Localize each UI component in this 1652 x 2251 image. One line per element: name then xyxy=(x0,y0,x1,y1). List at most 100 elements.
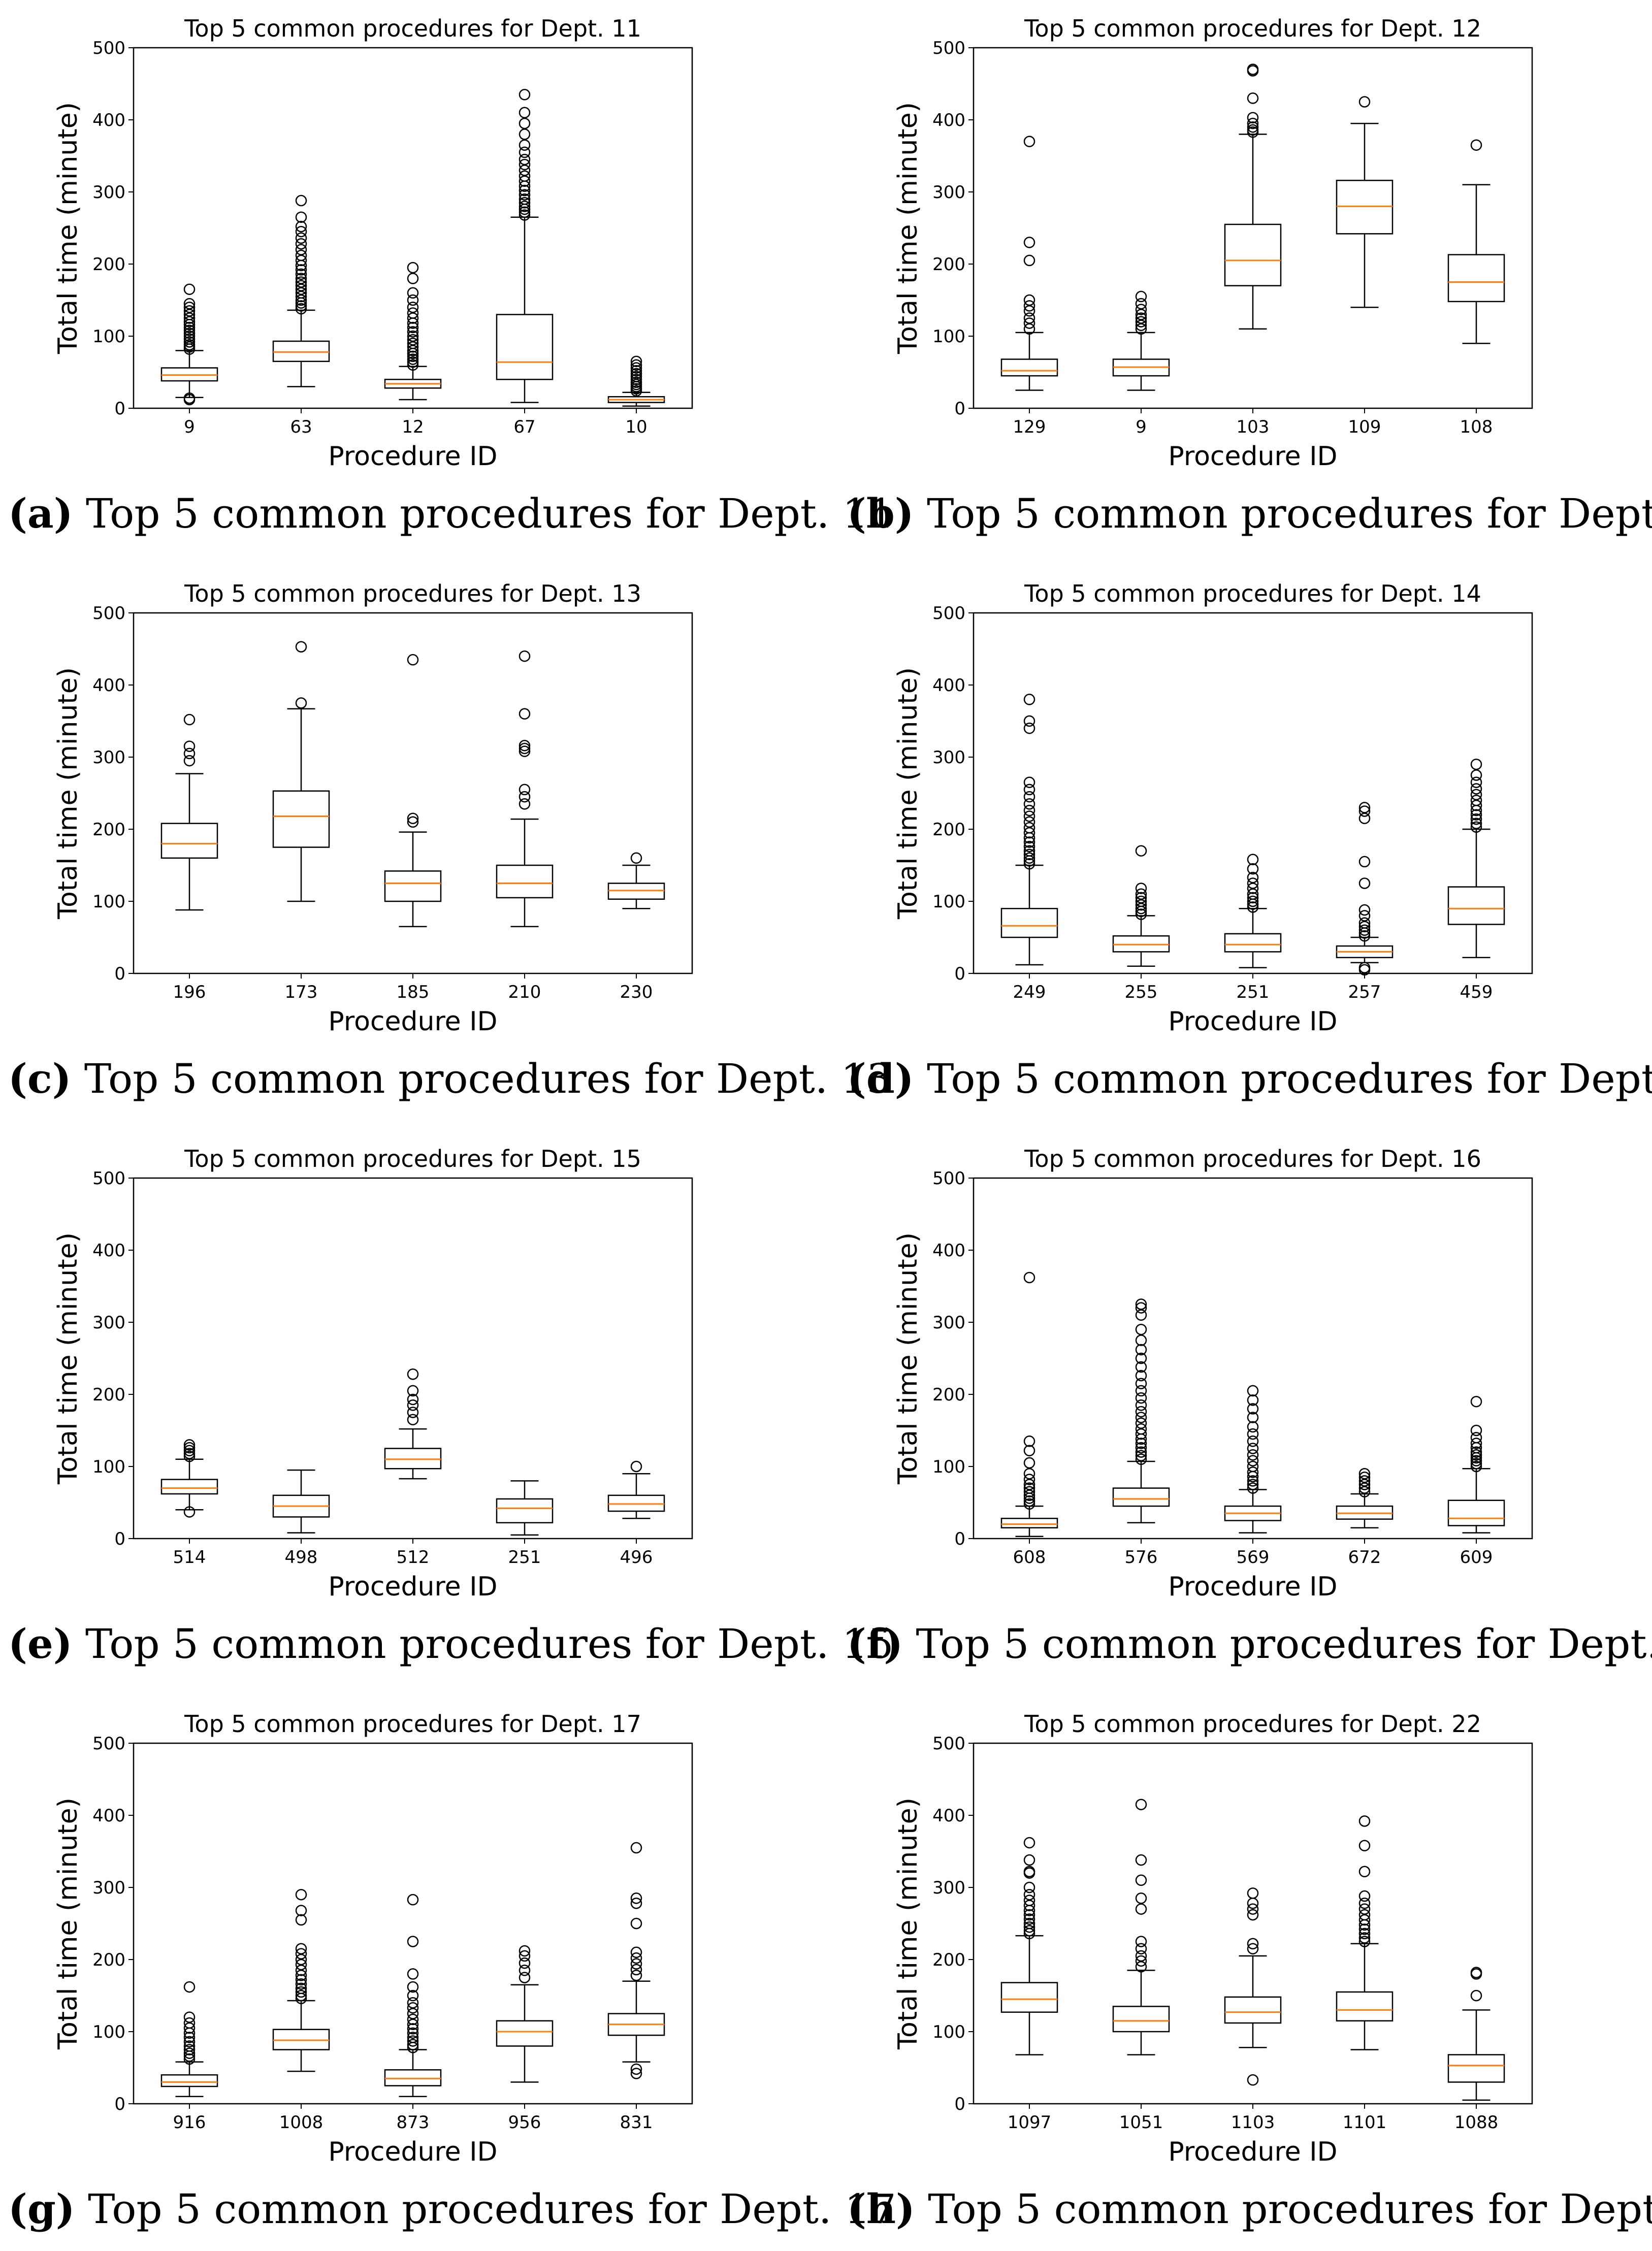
outlier-point xyxy=(1023,1895,1035,1906)
outlier-point xyxy=(295,249,307,262)
outlier-point xyxy=(1247,1436,1259,1447)
plot-frame xyxy=(973,1177,1533,1540)
outlier-point xyxy=(1135,908,1147,920)
outlier-point xyxy=(1135,309,1147,320)
outlier-point xyxy=(1470,769,1482,781)
outlier-point xyxy=(1470,1989,1482,2002)
x-tick-label: 609 xyxy=(1460,1547,1493,1568)
outlier-point xyxy=(519,153,531,166)
box-916 xyxy=(160,1981,218,2098)
outlier-point xyxy=(1023,323,1035,335)
x-tick-label: 249 xyxy=(1013,982,1046,1002)
outlier-point xyxy=(295,697,307,709)
outlier-point xyxy=(1358,1932,1371,1944)
outlier-point xyxy=(519,1972,531,1983)
outlier-point xyxy=(1023,317,1035,329)
outlier-point xyxy=(1135,1438,1147,1449)
y-tick-label: 200 xyxy=(932,254,965,275)
iqr-box xyxy=(1000,907,1058,938)
caption-text: Top 5 common procedures for Dept. 17 xyxy=(75,2185,896,2233)
outlier-point xyxy=(407,1399,419,1411)
outlier-point xyxy=(519,798,531,810)
outlier-point xyxy=(407,330,419,342)
chart-title: Top 5 common procedures for Dept. 17 xyxy=(184,1710,641,1738)
y-tick-label: 100 xyxy=(932,1457,965,1477)
outlier-point xyxy=(1470,776,1482,788)
outlier-point xyxy=(407,326,419,338)
plot-frame xyxy=(973,1742,1533,2105)
outlier-point xyxy=(295,1905,307,1916)
outlier-point xyxy=(1135,1417,1147,1429)
outlier-point xyxy=(1358,1482,1371,1494)
outlier-point xyxy=(1470,758,1482,770)
outlier-point xyxy=(1135,1412,1147,1423)
outlier-point xyxy=(407,812,419,824)
outlier-point xyxy=(1247,1482,1259,1494)
outlier-point xyxy=(630,1893,642,1904)
outlier-point xyxy=(1023,1486,1035,1497)
outlier-point xyxy=(407,262,419,274)
outlier-point xyxy=(407,1968,419,1980)
chart-title: Top 5 common procedures for Dept. 22 xyxy=(1024,1710,1481,1738)
y-tick-label: 0 xyxy=(114,399,125,419)
x-tick-label: 569 xyxy=(1237,1547,1270,1568)
outlier-point xyxy=(1135,1323,1147,1335)
outlier-point xyxy=(295,1943,307,1954)
y-tick-label: 200 xyxy=(92,820,125,840)
outlier-point xyxy=(1247,1887,1259,1899)
box-1101 xyxy=(1336,1815,1394,2050)
outlier-point xyxy=(1023,822,1035,834)
outlier-point xyxy=(1023,136,1035,147)
outlier-point xyxy=(1247,1449,1259,1461)
outlier-point xyxy=(1247,1428,1259,1440)
y-tick-label: 200 xyxy=(932,1385,965,1405)
y-tick-label: 500 xyxy=(92,38,125,58)
y-axis-label: Total time (minute) xyxy=(893,102,923,354)
box-257 xyxy=(1336,802,1394,976)
outlier-point xyxy=(1470,1967,1482,1978)
box-514 xyxy=(160,1439,218,1518)
outlier-point xyxy=(1358,924,1371,936)
x-axis-label: Procedure ID xyxy=(328,1006,497,1037)
iqr-box xyxy=(1000,1982,1058,2013)
y-tick-label: 200 xyxy=(92,1950,125,1970)
outlier-point xyxy=(1135,1361,1147,1373)
outlier-point xyxy=(295,225,307,238)
outlier-point xyxy=(1358,1909,1371,1921)
figure-caption: (h) Top 5 common procedures for Dept. 22 xyxy=(847,2185,1652,2233)
outlier-point xyxy=(183,321,196,334)
box-10 xyxy=(607,355,665,407)
outlier-point xyxy=(1023,1489,1035,1502)
y-tick-label: 200 xyxy=(932,820,965,840)
outlier-point xyxy=(1470,1458,1482,1470)
outlier-point xyxy=(1247,1460,1259,1473)
outlier-point xyxy=(1023,1495,1035,1507)
outlier-point xyxy=(1023,722,1035,734)
caption-text: Top 5 common procedures for Dept. 14 xyxy=(914,1055,1652,1102)
outlier-point xyxy=(1135,1302,1147,1314)
outlier-point xyxy=(519,201,531,212)
outlier-point xyxy=(1135,316,1147,328)
outlier-point xyxy=(407,1368,419,1380)
iqr-box xyxy=(1000,358,1058,377)
outlier-point xyxy=(630,359,642,371)
outlier-point xyxy=(1023,791,1035,803)
outlier-point xyxy=(1470,813,1482,825)
outlier-point xyxy=(407,2008,419,2019)
outlier-point xyxy=(1023,1854,1035,1866)
outlier-point xyxy=(183,298,196,310)
box-576 xyxy=(1112,1298,1170,1524)
outlier-point xyxy=(1135,1446,1147,1458)
outlier-point xyxy=(1470,1460,1482,1473)
y-tick-label: 200 xyxy=(92,254,125,275)
outlier-point xyxy=(183,339,196,351)
outlier-point xyxy=(407,1989,419,2002)
box-498 xyxy=(272,1469,330,1534)
outlier-point xyxy=(1470,821,1482,833)
outlier-point xyxy=(1247,1385,1259,1397)
y-tick-label: 400 xyxy=(932,1806,965,1826)
outlier-point xyxy=(1358,910,1371,922)
outlier-point xyxy=(1470,1449,1482,1461)
outlier-point xyxy=(1135,323,1147,335)
x-tick-label: 459 xyxy=(1460,982,1493,1002)
